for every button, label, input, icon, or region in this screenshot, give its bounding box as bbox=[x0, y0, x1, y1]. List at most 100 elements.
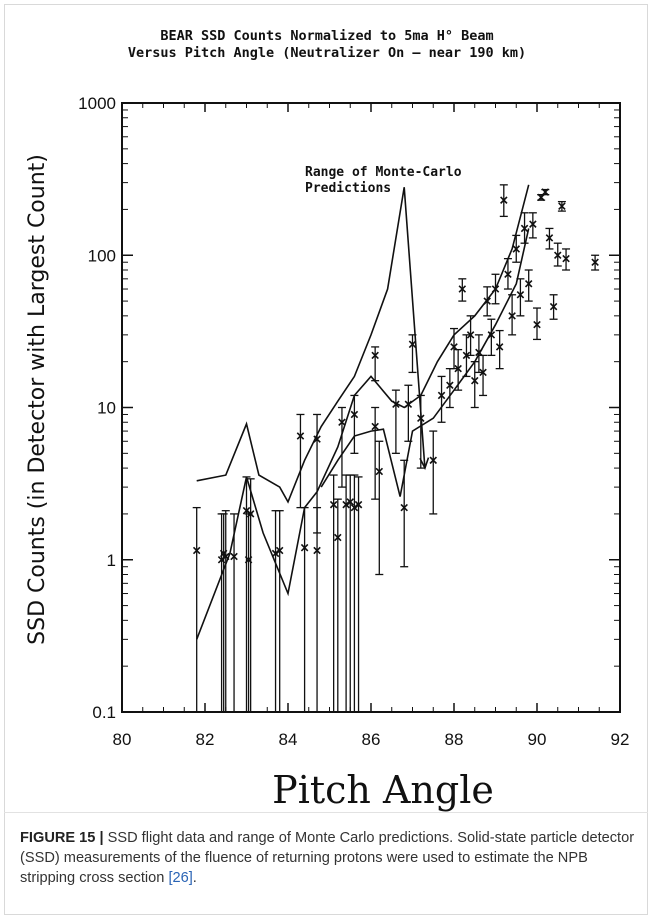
point-marker bbox=[512, 245, 521, 253]
point-marker bbox=[541, 188, 550, 196]
point-marker bbox=[417, 414, 425, 423]
point-marker bbox=[408, 340, 417, 349]
point-marker bbox=[371, 351, 379, 360]
data-point bbox=[549, 294, 558, 320]
data-point bbox=[545, 227, 554, 250]
data-point bbox=[350, 474, 359, 713]
data-point bbox=[404, 384, 413, 442]
data-point bbox=[520, 212, 529, 244]
data-point bbox=[296, 413, 305, 509]
point-marker bbox=[562, 254, 570, 263]
data-point bbox=[346, 474, 355, 713]
point-marker bbox=[354, 500, 363, 509]
annotation-arrow bbox=[419, 457, 430, 471]
data-point bbox=[508, 294, 517, 336]
point-marker bbox=[454, 364, 462, 373]
point-marker bbox=[487, 331, 496, 339]
point-marker bbox=[545, 234, 554, 242]
data-point bbox=[230, 513, 239, 713]
data-point bbox=[479, 354, 488, 397]
y-tick-label: 1 bbox=[107, 551, 116, 570]
y-tick-label: 0.1 bbox=[92, 703, 116, 722]
annotation-line1: Range of Monte-Carlo bbox=[305, 165, 462, 180]
caption-divider bbox=[4, 812, 648, 813]
point-marker bbox=[300, 543, 309, 552]
point-marker bbox=[346, 498, 355, 506]
chart-title-line1: BEAR SSD Counts Normalized to 5ma H° Bea… bbox=[160, 28, 494, 44]
caption-reference-link[interactable]: [26] bbox=[168, 870, 193, 886]
point-marker bbox=[479, 368, 487, 377]
data-point bbox=[371, 346, 380, 382]
point-marker bbox=[375, 467, 384, 476]
point-marker bbox=[520, 224, 529, 233]
point-marker bbox=[404, 400, 413, 409]
data-point bbox=[337, 406, 346, 488]
point-marker bbox=[500, 196, 508, 204]
figure-caption: FIGURE 15 | SSD flight data and range of… bbox=[20, 828, 640, 888]
point-marker bbox=[313, 435, 321, 443]
prediction-line bbox=[195, 184, 530, 640]
data-point bbox=[499, 184, 508, 218]
data-point bbox=[462, 334, 471, 378]
data-points bbox=[192, 184, 600, 713]
point-marker bbox=[296, 432, 305, 440]
x-tick-label: 86 bbox=[362, 730, 381, 749]
data-point bbox=[416, 394, 425, 469]
point-marker bbox=[338, 418, 346, 427]
figure-frame bbox=[4, 4, 648, 915]
point-marker bbox=[470, 376, 479, 385]
x-axis-label: Pitch Angle bbox=[272, 768, 494, 812]
data-point bbox=[354, 476, 363, 713]
data-point bbox=[192, 506, 201, 713]
x-tick-label: 82 bbox=[196, 730, 215, 749]
point-marker bbox=[437, 391, 446, 400]
data-point bbox=[454, 348, 463, 391]
data-point bbox=[541, 188, 550, 196]
x-tick-label: 88 bbox=[445, 730, 464, 749]
data-point bbox=[491, 273, 500, 305]
point-marker bbox=[192, 546, 201, 555]
data-point bbox=[429, 430, 438, 515]
point-marker bbox=[371, 422, 379, 431]
data-point bbox=[300, 506, 309, 713]
point-marker bbox=[504, 270, 512, 279]
caption-end: . bbox=[192, 870, 197, 886]
data-point bbox=[437, 375, 446, 423]
data-point bbox=[466, 315, 475, 357]
point-marker bbox=[230, 552, 238, 561]
point-marker bbox=[334, 533, 342, 542]
data-point bbox=[553, 242, 562, 267]
data-point bbox=[329, 474, 338, 713]
data-point bbox=[333, 498, 342, 713]
data-point bbox=[533, 307, 541, 341]
data-point bbox=[408, 334, 417, 374]
point-marker bbox=[475, 348, 483, 357]
data-point bbox=[217, 513, 226, 713]
point-marker bbox=[529, 220, 537, 228]
point-marker bbox=[392, 400, 400, 409]
data-point bbox=[313, 506, 322, 713]
data-point bbox=[591, 254, 600, 271]
point-marker bbox=[221, 552, 230, 561]
data-point bbox=[487, 318, 496, 357]
data-point bbox=[495, 329, 504, 370]
point-marker bbox=[462, 351, 471, 360]
point-marker bbox=[495, 343, 504, 351]
point-marker bbox=[558, 202, 566, 210]
data-point bbox=[474, 334, 483, 374]
point-marker bbox=[429, 456, 438, 465]
point-marker bbox=[508, 312, 516, 320]
chart-title-line2: Versus Pitch Angle (Neutralizer On – nea… bbox=[127, 45, 527, 61]
y-tick-label: 1000 bbox=[78, 94, 116, 113]
point-marker bbox=[553, 251, 562, 260]
point-marker bbox=[313, 546, 321, 555]
point-marker bbox=[466, 331, 475, 339]
x-tick-label: 80 bbox=[113, 730, 132, 749]
data-point bbox=[557, 200, 566, 212]
point-marker bbox=[275, 546, 284, 555]
data-point bbox=[221, 510, 230, 713]
data-point bbox=[483, 286, 492, 317]
data-point bbox=[503, 257, 512, 290]
point-marker bbox=[446, 381, 454, 390]
data-point bbox=[512, 234, 521, 263]
